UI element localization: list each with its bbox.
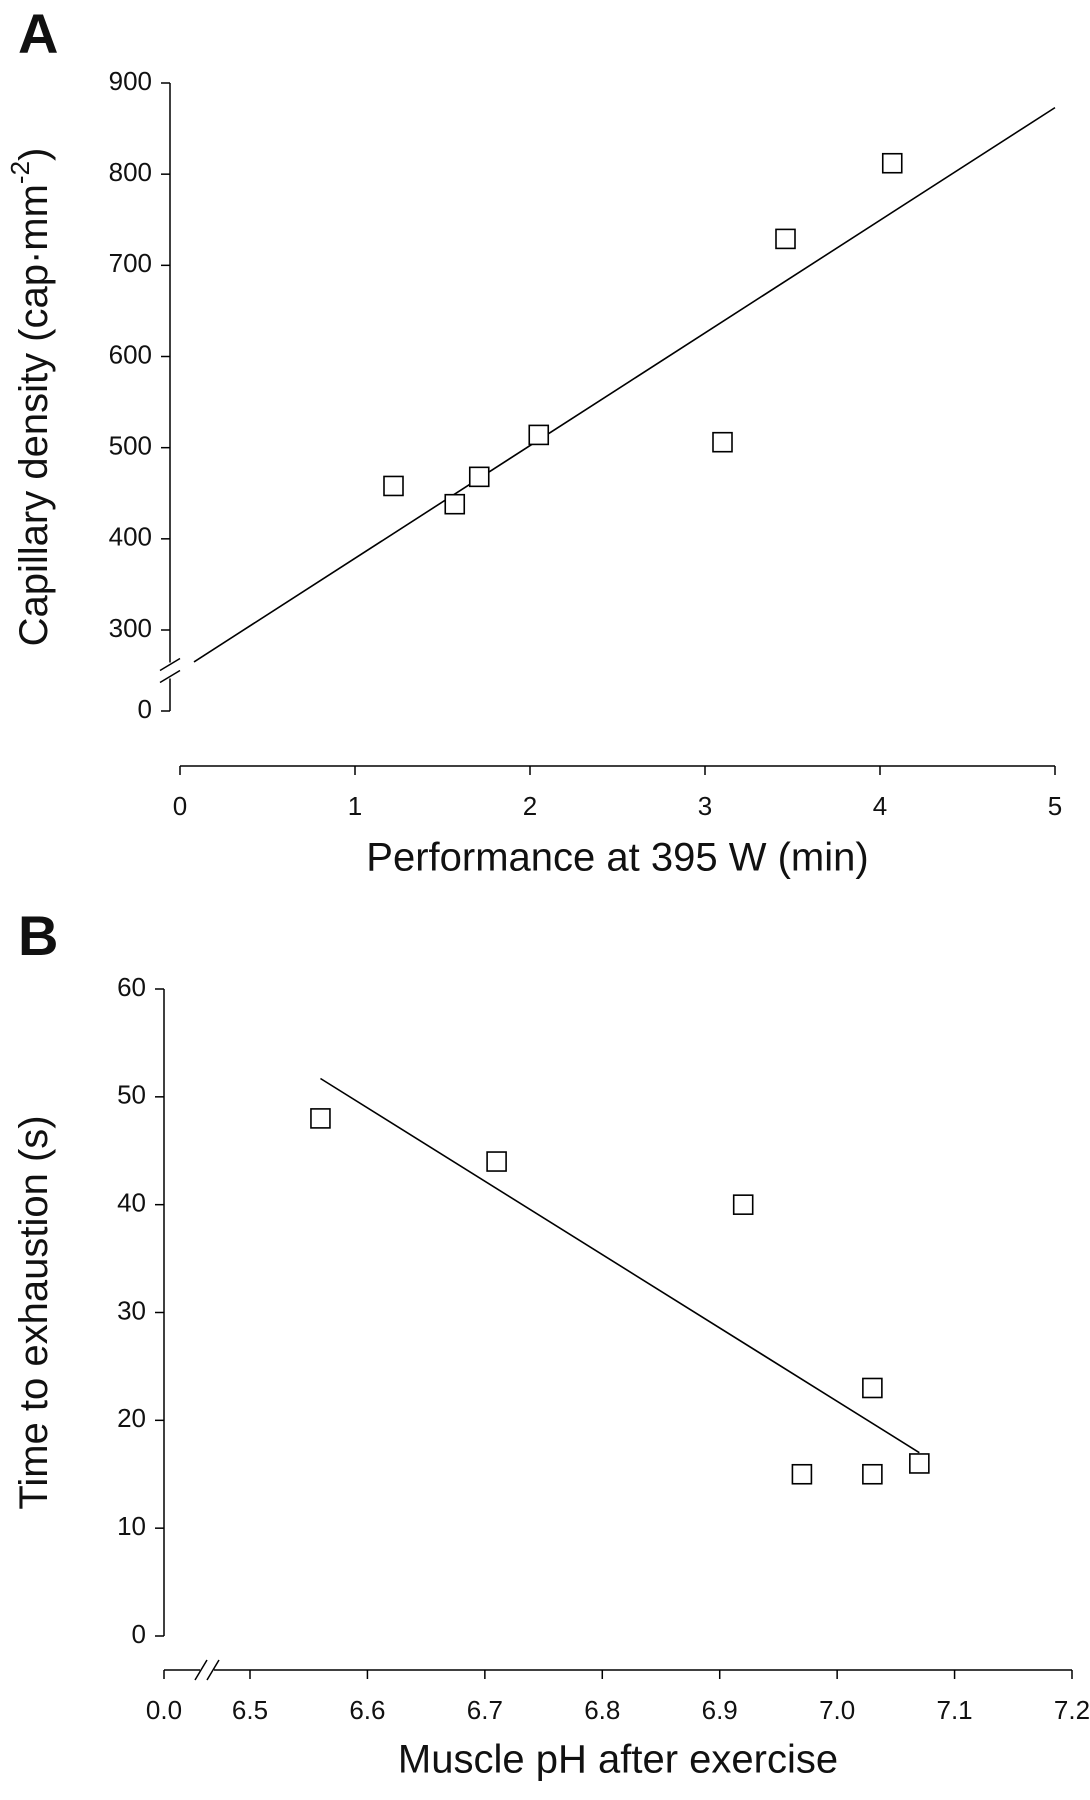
panel-label: B: [18, 904, 58, 967]
data-point: [383, 475, 404, 497]
y-tick-label: 10: [117, 1511, 146, 1541]
x-tick-label: 6.6: [349, 1695, 385, 1725]
y-tick-label: 500: [109, 431, 152, 461]
y-tick-label: 50: [117, 1080, 146, 1110]
data-point: [486, 1151, 507, 1172]
axis-break: [206, 1659, 220, 1681]
axis-break: [159, 669, 181, 684]
y-axis-title-text: ): [12, 148, 56, 161]
x-tick-label: 5: [1048, 791, 1062, 821]
y-tick-label: 60: [117, 972, 146, 1002]
panel-label: A: [18, 2, 58, 65]
fit-line: [320, 1077, 920, 1454]
x-tick-label: 6.5: [232, 1695, 268, 1725]
y-tick-label: 700: [109, 248, 152, 278]
x-axis-title: Muscle pH after exercise: [398, 1738, 838, 1782]
x-tick-label: 6.8: [584, 1695, 620, 1725]
x-tick-label: 1: [348, 791, 362, 821]
x-tick-label: 6.7: [467, 1695, 503, 1725]
data-point: [775, 228, 796, 250]
x-axis-title: Performance at 395 W (min): [366, 836, 868, 880]
y-axis-title: Time to exhaustion (s): [12, 1115, 56, 1509]
y-tick-label: 0: [132, 1619, 146, 1649]
y-tick-label: 40: [117, 1188, 146, 1218]
panel: A 0 300 400 500 600 700 800 900 0 1 2 3 4 5 Performance…: [5, 2, 1062, 880]
x-tick-label: 0.0: [146, 1695, 182, 1725]
data-point: [468, 466, 490, 488]
x-tick-label: 2: [523, 791, 537, 821]
y-axis-title-text: Capillary density (cap·mm: [12, 184, 56, 646]
x-tick-label: 0: [173, 791, 187, 821]
data-point: [528, 424, 550, 446]
x-tick-label: 7.1: [936, 1695, 972, 1725]
x-tick-label: 3: [698, 791, 712, 821]
x-tick-label: 7.0: [819, 1695, 855, 1725]
fit-line: [193, 106, 1056, 663]
data-point: [862, 1377, 883, 1399]
data-point: [712, 431, 733, 453]
y-tick-label: 300: [109, 613, 152, 643]
data-point: [310, 1108, 331, 1129]
y-tick-label: 600: [109, 339, 152, 369]
y-tick-label: 30: [117, 1295, 146, 1325]
data-point: [862, 1463, 883, 1485]
y-axis-title-sup: -2: [5, 161, 35, 184]
x-tick-label: 7.2: [1054, 1695, 1090, 1725]
data-point: [791, 1463, 813, 1485]
axis-break: [194, 1659, 208, 1681]
y-tick-label: 800: [109, 157, 152, 187]
y-tick-label: 0: [138, 694, 152, 724]
y-tick-label: 900: [109, 66, 152, 96]
data-point: [732, 1194, 754, 1215]
data-point: [909, 1453, 930, 1474]
data-point: [881, 152, 903, 174]
data-point: [444, 493, 466, 515]
y-tick-label: 400: [109, 522, 152, 552]
y-axis-title-text: Time to exhaustion (s): [12, 1115, 56, 1509]
panel: B 0 10 20 30 40 50 60 0.0 6.5 6.6 6.7 6.8 6.9 7.0 7.1 7.…: [12, 904, 1090, 1782]
y-tick-label: 20: [117, 1403, 146, 1433]
y-axis-title: Capillary density (cap·mm-2): [5, 148, 56, 647]
axis-break: [159, 657, 181, 672]
x-tick-label: 4: [873, 791, 887, 821]
x-tick-label: 6.9: [702, 1695, 738, 1725]
